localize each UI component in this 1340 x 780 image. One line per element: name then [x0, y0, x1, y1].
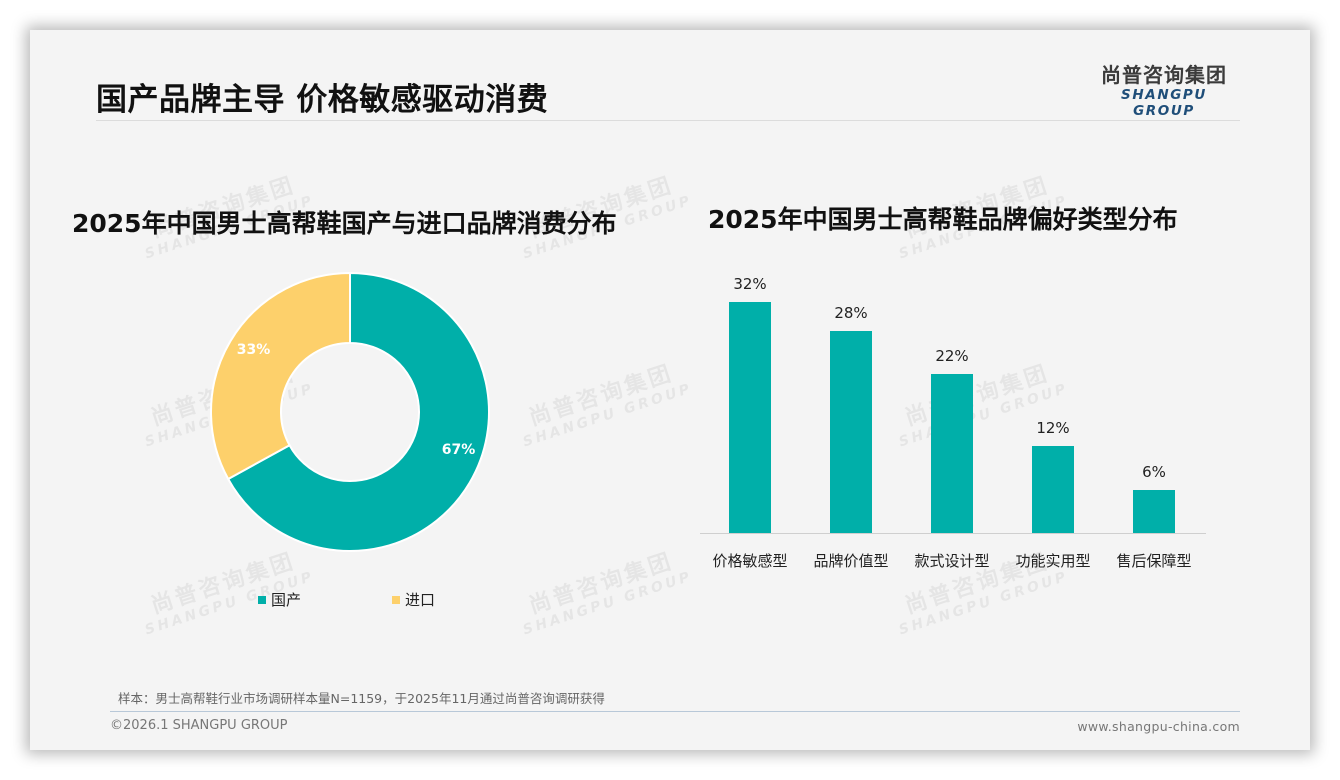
bar: [1032, 446, 1074, 533]
x-axis-category-label: 价格敏感型: [712, 552, 788, 570]
bar-value-label: 28%: [834, 303, 868, 322]
legend-swatch-import: [392, 595, 400, 604]
bar: [729, 302, 771, 533]
slide: 尚普咨询集团 SHANGPU GROUP 尚普咨询集团 SHANGPU GROUP 尚普…: [30, 30, 1310, 750]
x-axis-category-label: 品牌价值型: [813, 552, 889, 570]
logo-en-text: SHANGPU GROUP: [1121, 87, 1207, 119]
donut-label-domestic: 67%: [442, 442, 476, 458]
donut-chart-title: 2025年中国男士高帮鞋国产与进口品牌消费分布: [72, 209, 617, 238]
bar: [1133, 489, 1175, 533]
watermark-cn: 尚普咨询集团: [526, 548, 677, 620]
bar-value-label: 32%: [733, 275, 767, 293]
legend-item-domestic: 国产: [258, 589, 301, 610]
bar-chart: 32% 价格敏感型 28% 品牌价值型 22% 款式设计型 12% 功能实用型 6% 售后保障型: [700, 270, 1206, 570]
watermark-en: SHANGPU GROUP: [896, 568, 1071, 639]
company-logo: 尚普咨询集团 SHANGPU GROUP: [1088, 63, 1240, 119]
logo-cn-text: 尚普咨询集团: [1101, 63, 1227, 87]
x-axis-category-label: 售后保障型: [1116, 552, 1192, 570]
watermark-cn: 尚普咨询集团: [148, 548, 299, 620]
x-axis-line: [700, 533, 1206, 534]
watermark-en: SHANGPU GROUP: [520, 568, 695, 639]
footer-divider: [110, 711, 1240, 712]
legend-item-import: 进口: [392, 589, 435, 610]
donut-slice-import: [210, 271, 351, 481]
watermark-cn: 尚普咨询集团: [526, 360, 677, 432]
x-axis-category-label: 款式设计型: [914, 552, 990, 570]
x-axis-category-label: 功能实用型: [1015, 552, 1091, 570]
donut-label-import: 33%: [237, 342, 271, 358]
donut-slice-domestic: [226, 271, 490, 552]
bar: [931, 374, 973, 533]
bar-value-label: 6%: [1142, 462, 1166, 481]
bar: [830, 330, 872, 533]
legend-label-domestic: 国产: [271, 591, 302, 609]
sample-note: 样本：男士高帮鞋行业市场调研样本量N=1159，于2025年11月通过尚普咨询调…: [118, 691, 605, 706]
page-title: 国产品牌主导 价格敏感驱动消费: [96, 82, 549, 118]
website-link[interactable]: www.shangpu-china.com: [1077, 719, 1240, 734]
legend-label-import: 进口: [405, 591, 436, 609]
bar-value-label: 12%: [1036, 419, 1070, 438]
legend-swatch-domestic: [258, 595, 266, 604]
bar-value-label: 22%: [935, 347, 969, 366]
copyright: ©2026.1 SHANGPU GROUP: [110, 718, 288, 733]
title-divider: [96, 120, 1240, 121]
donut-chart: 67% 33%: [210, 271, 490, 552]
watermark-en: SHANGPU GROUP: [520, 380, 695, 451]
bar-chart-title: 2025年中国男士高帮鞋品牌偏好类型分布: [708, 205, 1178, 234]
